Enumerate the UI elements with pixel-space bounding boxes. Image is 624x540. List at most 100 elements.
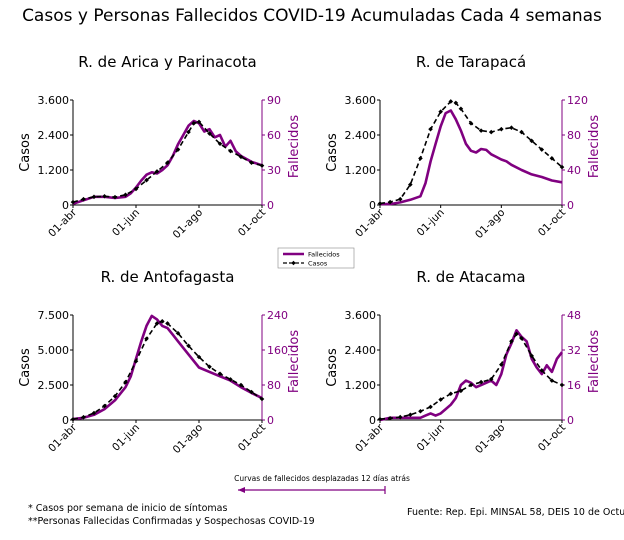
casos-point bbox=[549, 378, 555, 383]
casos-point bbox=[70, 417, 76, 422]
y2-tick-label: 0 bbox=[567, 414, 574, 427]
y-tick-label: 0 bbox=[62, 199, 69, 212]
casos-point bbox=[175, 330, 181, 336]
chart-panels: R. de Arica y Parinacota 0 1.200 2.400 3.600… bbox=[18, 53, 602, 456]
chart-r-de-arica-y-parinacota: R. de Arica y Parinacota 0 1.200 2.400 3.600… bbox=[18, 53, 302, 241]
casos-point bbox=[249, 389, 254, 395]
legend-label-casos: Casos bbox=[308, 260, 328, 268]
casos-point bbox=[91, 410, 97, 416]
y2-tick-label: 90 bbox=[267, 94, 281, 107]
y2-tick-label: 0 bbox=[567, 199, 574, 212]
casos-point bbox=[519, 336, 524, 341]
casos-point bbox=[458, 388, 464, 394]
casos-point bbox=[438, 397, 443, 402]
x-tick-label: 01-jun bbox=[415, 422, 447, 454]
casos-point bbox=[217, 371, 223, 377]
y2-tick-label: 80 bbox=[567, 129, 581, 142]
casos-point bbox=[529, 353, 534, 359]
y2-tick-label: 240 bbox=[267, 309, 288, 322]
casos-point bbox=[102, 193, 107, 199]
x-tick-label: 01-oct bbox=[236, 207, 268, 239]
casos-point bbox=[144, 177, 149, 183]
casos-point bbox=[207, 131, 212, 136]
casos-point bbox=[81, 414, 86, 420]
casos-point bbox=[133, 186, 139, 192]
x-tick-label: 01-ago bbox=[473, 207, 507, 241]
y-axis-title: Casos bbox=[325, 348, 340, 387]
casos-point bbox=[228, 377, 233, 382]
casos-point bbox=[448, 391, 454, 397]
casos-point bbox=[102, 403, 107, 409]
casos-point bbox=[509, 125, 514, 131]
casos-point bbox=[559, 164, 565, 170]
casos-point bbox=[468, 382, 474, 388]
casos-point bbox=[408, 182, 413, 187]
y2-tick-label: 0 bbox=[267, 414, 274, 427]
casos-point bbox=[468, 121, 474, 126]
x-tick-label: 01-oct bbox=[536, 207, 568, 239]
series-line-fallecidos bbox=[72, 119, 263, 206]
casos-point bbox=[397, 196, 403, 202]
y2-tick-label: 60 bbox=[267, 129, 281, 142]
y2-axis-title: Fallecidos bbox=[287, 330, 302, 393]
series-line-casos bbox=[379, 100, 563, 205]
casos-point bbox=[196, 119, 202, 125]
footnote-source: Fuente: Rep. Epi. MINSAL 58, DEIS 10 de … bbox=[407, 507, 624, 518]
casos-point bbox=[438, 109, 443, 114]
x-tick-label: 01-ago bbox=[171, 422, 205, 456]
y2-tick-label: 40 bbox=[567, 164, 581, 177]
y-tick-label: 2.400 bbox=[345, 129, 377, 142]
casos-point bbox=[387, 199, 393, 205]
casos-point bbox=[207, 364, 212, 370]
series-line-fallecidos bbox=[72, 314, 263, 421]
casos-point bbox=[559, 382, 565, 388]
y-tick-label: 3.600 bbox=[38, 94, 70, 107]
footnote-casos: * Casos por semana de inicio de síntomas bbox=[28, 503, 228, 514]
casos-point bbox=[70, 199, 76, 205]
casos-point bbox=[133, 358, 139, 364]
y2-tick-label: 16 bbox=[567, 379, 581, 392]
casos-point bbox=[175, 147, 181, 152]
y-tick-label: 0 bbox=[369, 199, 376, 212]
series-line-casos bbox=[379, 332, 563, 420]
legend-label-fallecidos: Fallecidos bbox=[308, 251, 340, 259]
casos-point bbox=[408, 412, 413, 418]
casos-point bbox=[123, 379, 128, 385]
casos-point bbox=[397, 414, 403, 420]
casos-point bbox=[191, 121, 197, 126]
x-tick-label: 01-oct bbox=[236, 422, 268, 454]
casos-point bbox=[478, 379, 484, 385]
casos-point bbox=[165, 160, 170, 166]
shift-note: Curvas de fallecidos desplazadas 12 días… bbox=[234, 474, 410, 483]
casos-point bbox=[186, 343, 191, 349]
y-tick-label: 0 bbox=[369, 414, 376, 427]
casos-point bbox=[418, 156, 423, 161]
x-tick-label: 01-ago bbox=[473, 422, 507, 456]
y2-axis-title: Fallecidos bbox=[587, 330, 602, 393]
casos-point bbox=[453, 100, 459, 106]
y-tick-label: 2.400 bbox=[38, 129, 70, 142]
chart-title: R. de Arica y Parinacota bbox=[78, 53, 256, 71]
y-tick-label: 2.500 bbox=[38, 379, 70, 392]
casos-point bbox=[428, 404, 433, 410]
casos-point bbox=[154, 169, 160, 174]
casos-point bbox=[112, 194, 118, 200]
footnote-fallecidos: **Personas Fallecidas Confirmadas y Sosp… bbox=[28, 516, 315, 527]
series-line-fallecidos bbox=[379, 328, 564, 422]
casos-point bbox=[217, 141, 223, 147]
casos-point bbox=[549, 156, 555, 161]
series-line-casos bbox=[72, 320, 263, 421]
main-title: Casos y Personas Fallecidos COVID-19 Acu… bbox=[22, 6, 602, 26]
casos-point bbox=[259, 396, 265, 402]
casos-point bbox=[529, 138, 534, 144]
y-tick-label: 3.600 bbox=[345, 309, 377, 322]
series-line-fallecidos bbox=[380, 109, 563, 206]
casos-point bbox=[144, 336, 149, 342]
y-tick-label: 2.400 bbox=[345, 344, 377, 357]
casos-point bbox=[238, 154, 244, 160]
chart-title: R. de Tarapacá bbox=[416, 53, 526, 71]
y2-axis-title: Fallecidos bbox=[287, 115, 302, 178]
casos-point bbox=[428, 126, 433, 132]
casos-point bbox=[159, 319, 165, 324]
